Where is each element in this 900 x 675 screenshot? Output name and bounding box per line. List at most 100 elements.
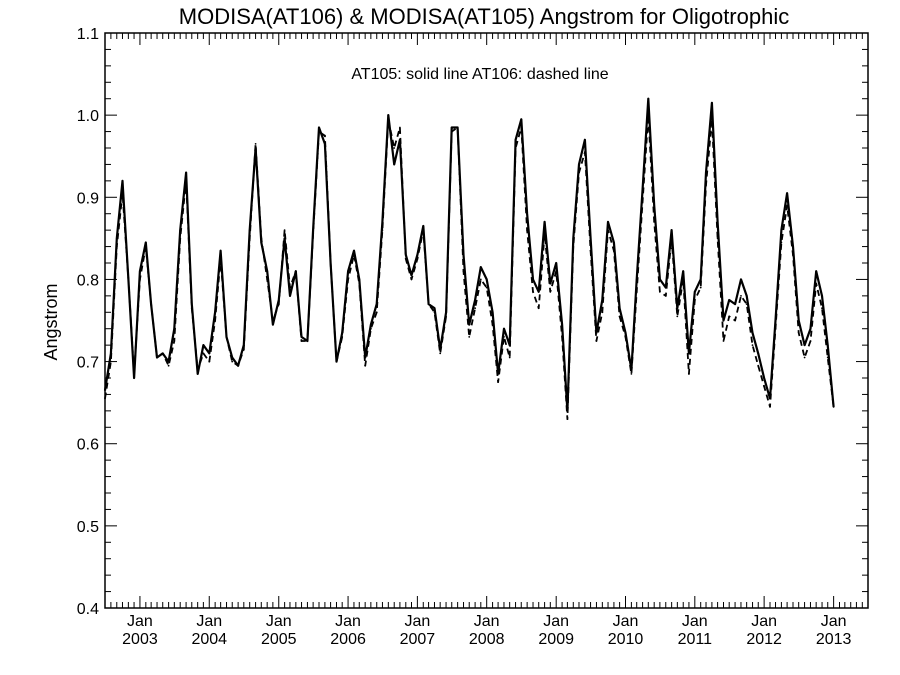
data-point [479, 266, 482, 268]
data-point [613, 241, 615, 244]
data-point [439, 352, 442, 355]
data-point [353, 249, 355, 252]
data-point [254, 143, 257, 145]
y-tick-label: 0.9 [77, 190, 99, 207]
data-point [532, 290, 534, 293]
data-point [734, 319, 736, 322]
data-point [300, 340, 303, 342]
data-point [485, 286, 488, 289]
data-point [589, 249, 592, 252]
data-point [503, 336, 505, 338]
data-point [745, 303, 748, 305]
data-point [196, 368, 199, 371]
data-point [202, 352, 205, 355]
data-point [763, 377, 765, 379]
data-point [537, 307, 540, 310]
x-tick-month-label: Jan [613, 613, 639, 630]
data-point [358, 282, 361, 285]
data-point [219, 258, 222, 260]
data-point [393, 147, 396, 149]
data-point [121, 192, 124, 195]
data-point [728, 315, 731, 318]
data-point [173, 340, 176, 342]
data-point [757, 364, 760, 367]
data-point [670, 229, 673, 232]
y-tick-label: 0.8 [77, 272, 99, 289]
y-tick-label: 0.6 [77, 437, 99, 454]
data-point [156, 356, 158, 359]
data-point [699, 286, 702, 289]
data-point [289, 295, 291, 297]
data-point [589, 237, 592, 240]
x-tick-year-label: 2006 [330, 631, 366, 648]
data-point [786, 204, 788, 207]
series-points-at106 [104, 114, 835, 420]
y-tick-label: 0.7 [77, 355, 99, 372]
series-line-at106 [104, 114, 835, 420]
data-point [335, 360, 338, 363]
data-point [780, 241, 783, 244]
data-point [578, 163, 580, 166]
series-points-at105 [104, 97, 835, 412]
data-point [688, 373, 690, 375]
data-point [815, 270, 818, 273]
data-point [318, 130, 320, 133]
data-point [503, 327, 505, 330]
data-point [595, 340, 598, 342]
data-point [624, 336, 627, 338]
data-point [613, 249, 615, 252]
data-point [283, 229, 286, 232]
data-point [584, 151, 586, 154]
data-point [821, 295, 823, 297]
data-point [375, 311, 378, 314]
data-point [815, 282, 818, 285]
data-point [115, 245, 118, 248]
data-point [751, 344, 754, 346]
plot-frame [104, 32, 869, 609]
data-point [318, 126, 320, 129]
data-point [821, 307, 823, 310]
data-point [491, 311, 494, 314]
data-point [630, 373, 633, 375]
data-point [422, 229, 425, 232]
x-tick-year-label: 2003 [122, 631, 158, 648]
data-point [399, 126, 401, 129]
data-point [803, 356, 806, 359]
data-point [716, 237, 719, 240]
data-point [722, 340, 725, 342]
data-point [456, 126, 459, 129]
data-point [110, 360, 112, 363]
data-point [763, 385, 765, 388]
data-point [272, 319, 274, 322]
y-tick-label: 1.1 [77, 26, 99, 43]
data-point [792, 253, 794, 256]
data-point [139, 278, 141, 281]
y-tick-label: 0.4 [77, 601, 99, 618]
data-point [427, 303, 430, 305]
data-point [664, 295, 667, 297]
data-point [670, 237, 673, 240]
data-point [381, 229, 384, 232]
data-point [231, 360, 234, 363]
data-point [520, 118, 523, 121]
data-point [433, 311, 436, 314]
data-point [641, 200, 644, 203]
data-point [711, 101, 713, 104]
data-point [647, 97, 650, 100]
data-point [289, 286, 291, 289]
line-style-annotation: AT105: solid line AT106: dashed line [351, 66, 608, 83]
data-point [219, 249, 222, 252]
data-point [826, 344, 829, 346]
data-point [676, 315, 679, 318]
data-point [693, 290, 696, 293]
x-tick-month-label: Jan [474, 613, 500, 630]
y-tick-label: 0.5 [77, 519, 99, 536]
data-point [745, 295, 748, 297]
data-point [450, 130, 453, 133]
x-tick-month-label: Jan [127, 613, 153, 630]
data-point [347, 270, 349, 273]
data-point [659, 290, 661, 293]
data-point [225, 336, 228, 338]
data-point [266, 278, 269, 281]
